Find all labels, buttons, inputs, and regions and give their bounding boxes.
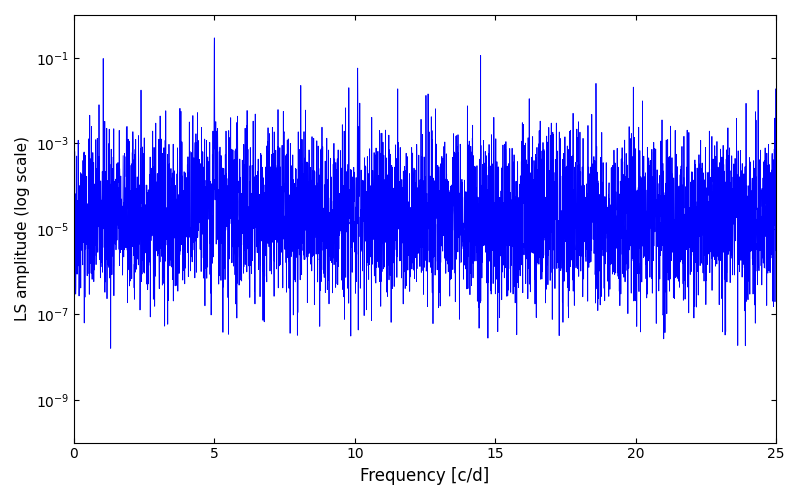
X-axis label: Frequency [c/d]: Frequency [c/d] [361, 467, 490, 485]
Y-axis label: LS amplitude (log scale): LS amplitude (log scale) [15, 136, 30, 322]
